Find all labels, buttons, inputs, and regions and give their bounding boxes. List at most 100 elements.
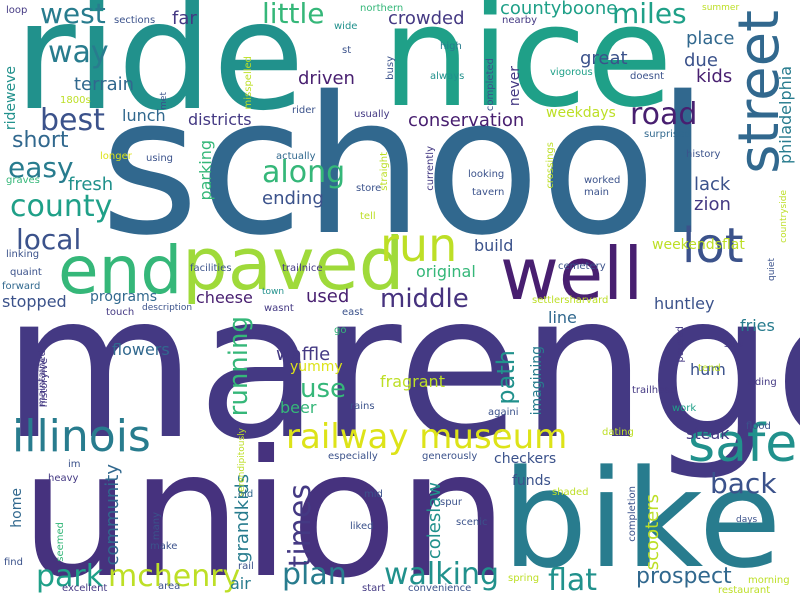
word-easy: easy xyxy=(8,151,74,184)
word-way: way xyxy=(48,35,109,70)
word-crossings: crossings xyxy=(545,142,556,189)
word-especially: especially xyxy=(328,451,378,462)
word-marengo: marengo xyxy=(2,251,800,484)
word-surprised: surprised xyxy=(644,129,691,140)
word-spur: spur xyxy=(440,497,463,508)
word-excellent: excellent xyxy=(62,583,108,594)
word-go: go xyxy=(334,325,347,336)
word-conservation: conservation xyxy=(408,110,525,131)
word-philadelphia: philadelphia xyxy=(776,66,795,164)
word-stopped: stopped xyxy=(2,292,67,311)
word-completed: completed xyxy=(485,58,496,112)
word-convenience: convenience xyxy=(408,583,472,594)
word-countyboone: countyboone xyxy=(500,0,618,19)
word-busy: busy xyxy=(385,56,396,80)
word-countryside: countryside xyxy=(779,190,789,243)
word-original: original xyxy=(416,262,476,281)
word-town: town xyxy=(262,287,285,297)
word-linking: linking xyxy=(6,249,40,260)
word-lunch: lunch xyxy=(122,106,166,125)
word-air: air xyxy=(230,574,251,593)
word-miles: miles xyxy=(612,0,687,30)
word-parking: parking xyxy=(196,140,215,201)
word-paved: paved xyxy=(182,222,405,306)
word-nice: nice xyxy=(382,0,673,139)
word-dating: dating xyxy=(602,427,634,438)
word-little: little xyxy=(262,0,325,30)
word-union: union xyxy=(20,414,509,600)
word-waffle: waffle xyxy=(276,344,331,365)
word-actually: actually xyxy=(276,151,316,162)
word-saw: saw xyxy=(724,339,744,350)
word-many: many xyxy=(151,512,162,541)
word-terrain: terrain xyxy=(74,74,135,95)
word-fragrant: fragrant xyxy=(380,372,445,391)
word-make: make xyxy=(150,541,178,552)
word-rains: rains xyxy=(350,401,375,412)
word-cemetery: cemetery xyxy=(558,261,606,272)
word-huntley: huntley xyxy=(654,294,715,313)
word-history: history xyxy=(686,149,721,160)
word-school: school xyxy=(100,56,710,277)
word-st: st xyxy=(342,45,352,56)
word-generously: generously xyxy=(422,451,478,462)
word-local: local xyxy=(16,223,82,256)
word-zion: zion xyxy=(694,194,731,215)
word-kids: kids xyxy=(696,66,733,87)
word-graves: graves xyxy=(6,175,40,186)
word-lot: lot xyxy=(682,218,744,274)
word-vigorous: vigorous xyxy=(550,67,593,78)
word-sections: sections xyxy=(114,15,156,26)
word-due: due xyxy=(684,50,718,71)
word-used: used xyxy=(306,286,350,307)
word-hum: hum xyxy=(690,360,726,379)
word-settlersharvard: settlersharvard xyxy=(532,295,609,306)
word-build: build xyxy=(474,236,514,255)
word-short: short xyxy=(12,128,69,153)
word-flat: flat xyxy=(548,563,598,598)
word-plan: plan xyxy=(282,557,347,592)
word-forward: forward xyxy=(2,281,41,292)
word-illinois: illinois xyxy=(12,411,151,462)
word-beer: beer xyxy=(280,398,317,417)
word-flood: flood xyxy=(746,421,771,432)
word-misspelled: misspelled xyxy=(243,56,254,110)
word-ride: ride xyxy=(14,0,305,144)
word-place: place xyxy=(686,28,735,49)
word-weekendsflat: weekendsflat xyxy=(652,237,745,253)
word-againi: againi xyxy=(488,407,519,418)
word-usually: usually xyxy=(354,109,390,120)
word-steak: steak xyxy=(686,424,730,443)
word-days: days xyxy=(736,515,758,525)
word-start: start xyxy=(362,583,386,594)
word-funds: funds xyxy=(512,473,551,489)
word-best: best xyxy=(40,103,105,138)
word-completion: completion xyxy=(627,486,638,542)
word-road: road xyxy=(630,97,698,132)
word-programs: programs xyxy=(90,289,158,305)
word-middle: middle xyxy=(380,284,469,314)
word-home: home xyxy=(9,488,25,528)
word-great: great xyxy=(580,48,628,69)
word-line: line xyxy=(548,308,577,327)
word-im: im xyxy=(68,459,81,470)
word-quiet: quiet xyxy=(767,258,777,281)
word-currently: currently xyxy=(425,146,436,191)
word-mid: mid xyxy=(364,489,383,500)
word-mchenry: mchenry xyxy=(108,559,241,594)
word-walking: walking xyxy=(384,557,500,592)
word-railway-museum: railway museum xyxy=(286,417,568,457)
word-ending: ending xyxy=(262,188,324,209)
word-store: store xyxy=(356,183,382,194)
word-wide: wide xyxy=(334,21,358,32)
word-wasnt: wasnt xyxy=(264,303,294,314)
word-never: never xyxy=(507,66,523,107)
word-end: end xyxy=(58,232,183,309)
word-rider: rider xyxy=(292,105,316,116)
word-scenic: scenic xyxy=(456,517,488,528)
word-heavy: heavy xyxy=(48,473,79,484)
word-safe: safe xyxy=(688,414,798,474)
word-west: west xyxy=(40,0,106,30)
word-spring: spring xyxy=(508,573,540,584)
